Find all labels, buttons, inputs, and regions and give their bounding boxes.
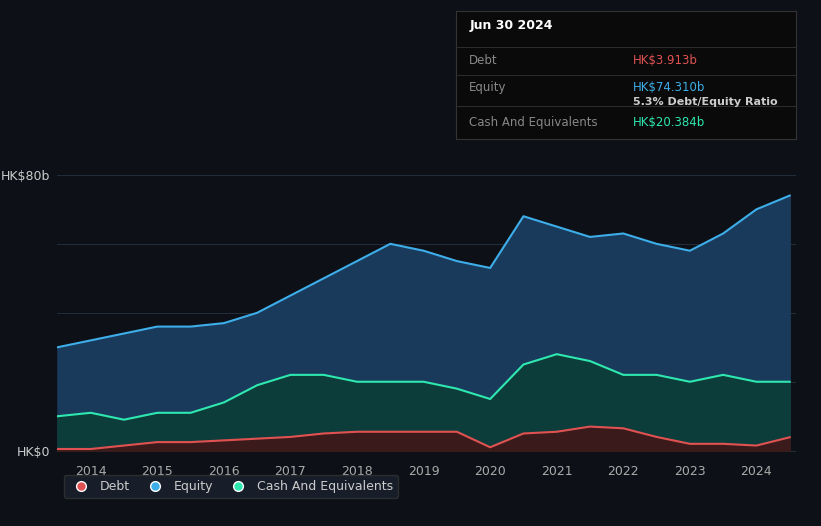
Text: 5.3% Debt/Equity Ratio: 5.3% Debt/Equity Ratio bbox=[633, 97, 777, 107]
Text: HK$74.310b: HK$74.310b bbox=[633, 82, 705, 94]
Text: HK$20.384b: HK$20.384b bbox=[633, 116, 705, 129]
Legend: Debt, Equity, Cash And Equivalents: Debt, Equity, Cash And Equivalents bbox=[64, 475, 398, 498]
Text: HK$3.913b: HK$3.913b bbox=[633, 54, 698, 67]
Text: Debt: Debt bbox=[470, 54, 498, 67]
Text: Jun 30 2024: Jun 30 2024 bbox=[470, 19, 553, 33]
Text: Equity: Equity bbox=[470, 82, 507, 94]
Text: Cash And Equivalents: Cash And Equivalents bbox=[470, 116, 598, 129]
